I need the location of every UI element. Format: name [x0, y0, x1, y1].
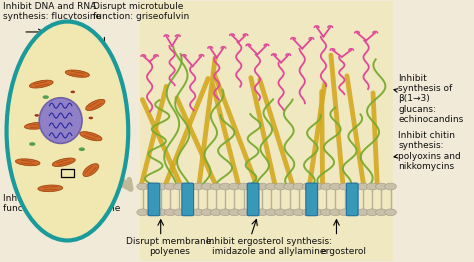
- Circle shape: [201, 209, 213, 216]
- Circle shape: [164, 209, 176, 216]
- Ellipse shape: [86, 99, 105, 111]
- Circle shape: [348, 209, 360, 216]
- FancyBboxPatch shape: [306, 183, 318, 216]
- Circle shape: [385, 209, 396, 216]
- Circle shape: [284, 209, 295, 216]
- Circle shape: [210, 183, 222, 190]
- Circle shape: [164, 183, 176, 190]
- Circle shape: [238, 183, 249, 190]
- Ellipse shape: [83, 164, 99, 177]
- Circle shape: [155, 183, 167, 190]
- Circle shape: [79, 148, 85, 151]
- Circle shape: [375, 183, 387, 190]
- Circle shape: [182, 183, 194, 190]
- Circle shape: [173, 209, 185, 216]
- Ellipse shape: [52, 158, 75, 167]
- Circle shape: [65, 111, 72, 114]
- Bar: [61, 169, 74, 177]
- Circle shape: [256, 209, 268, 216]
- Circle shape: [284, 183, 295, 190]
- Circle shape: [219, 209, 231, 216]
- Ellipse shape: [39, 98, 82, 143]
- Circle shape: [137, 183, 148, 190]
- Circle shape: [247, 183, 259, 190]
- Circle shape: [375, 209, 387, 216]
- Circle shape: [366, 209, 378, 216]
- Text: Inhibit DNA and RNA
synthesis: flucytosine: Inhibit DNA and RNA synthesis: flucytosi…: [3, 2, 101, 21]
- Ellipse shape: [29, 80, 53, 88]
- FancyArrowPatch shape: [92, 176, 131, 189]
- Circle shape: [357, 183, 369, 190]
- Circle shape: [219, 183, 231, 190]
- Circle shape: [311, 183, 323, 190]
- Circle shape: [302, 183, 314, 190]
- Circle shape: [357, 209, 369, 216]
- Circle shape: [89, 117, 93, 119]
- Circle shape: [173, 183, 185, 190]
- Ellipse shape: [80, 132, 102, 141]
- Circle shape: [274, 183, 286, 190]
- Circle shape: [366, 183, 378, 190]
- Circle shape: [320, 209, 332, 216]
- Circle shape: [201, 183, 213, 190]
- Text: Disrupt microtubule
function: griseofulvin: Disrupt microtubule function: griseofulv…: [93, 2, 189, 21]
- Text: Inhibit mitochondria
function: naphthoquinone: Inhibit mitochondria function: naphthoqu…: [3, 194, 120, 213]
- Circle shape: [182, 209, 194, 216]
- Circle shape: [256, 183, 268, 190]
- FancyBboxPatch shape: [148, 183, 160, 216]
- Circle shape: [155, 209, 167, 216]
- Circle shape: [29, 142, 36, 146]
- Circle shape: [228, 183, 240, 190]
- Circle shape: [247, 209, 259, 216]
- Circle shape: [329, 209, 341, 216]
- Circle shape: [293, 183, 305, 190]
- FancyBboxPatch shape: [346, 183, 358, 216]
- Circle shape: [210, 209, 222, 216]
- Circle shape: [238, 209, 249, 216]
- Circle shape: [192, 183, 204, 190]
- Circle shape: [192, 209, 204, 216]
- Ellipse shape: [65, 70, 90, 77]
- Ellipse shape: [7, 21, 128, 241]
- Text: Inhibit chitin
synthesis:
polyoxins and
nikkomycins: Inhibit chitin synthesis: polyoxins and …: [394, 131, 461, 171]
- Text: Inhibit
synthesis of
β(1→3)
glucans:
echinocandins: Inhibit synthesis of β(1→3) glucans: ech…: [394, 74, 464, 124]
- Ellipse shape: [16, 159, 40, 166]
- Text: ergosterol: ergosterol: [320, 247, 366, 256]
- Ellipse shape: [25, 122, 49, 129]
- Circle shape: [320, 183, 332, 190]
- Ellipse shape: [38, 185, 63, 192]
- Circle shape: [329, 183, 341, 190]
- Circle shape: [228, 209, 240, 216]
- FancyBboxPatch shape: [182, 183, 193, 216]
- Circle shape: [35, 114, 39, 117]
- Circle shape: [265, 209, 277, 216]
- Circle shape: [385, 183, 396, 190]
- Circle shape: [339, 183, 350, 190]
- Circle shape: [311, 209, 323, 216]
- Circle shape: [265, 183, 277, 190]
- Circle shape: [293, 209, 305, 216]
- FancyBboxPatch shape: [247, 183, 259, 216]
- Circle shape: [274, 209, 286, 216]
- Circle shape: [302, 209, 314, 216]
- Circle shape: [348, 183, 360, 190]
- Circle shape: [339, 209, 350, 216]
- Text: Inhibit ergosterol synthesis:
imidazole and allylamine: Inhibit ergosterol synthesis: imidazole …: [206, 237, 332, 256]
- Circle shape: [137, 209, 148, 216]
- Circle shape: [146, 183, 158, 190]
- Circle shape: [43, 95, 49, 99]
- Bar: [140, 1, 393, 261]
- Circle shape: [71, 91, 75, 93]
- Circle shape: [146, 209, 158, 216]
- Text: Disrupt membrane:
polyenes: Disrupt membrane: polyenes: [126, 237, 214, 256]
